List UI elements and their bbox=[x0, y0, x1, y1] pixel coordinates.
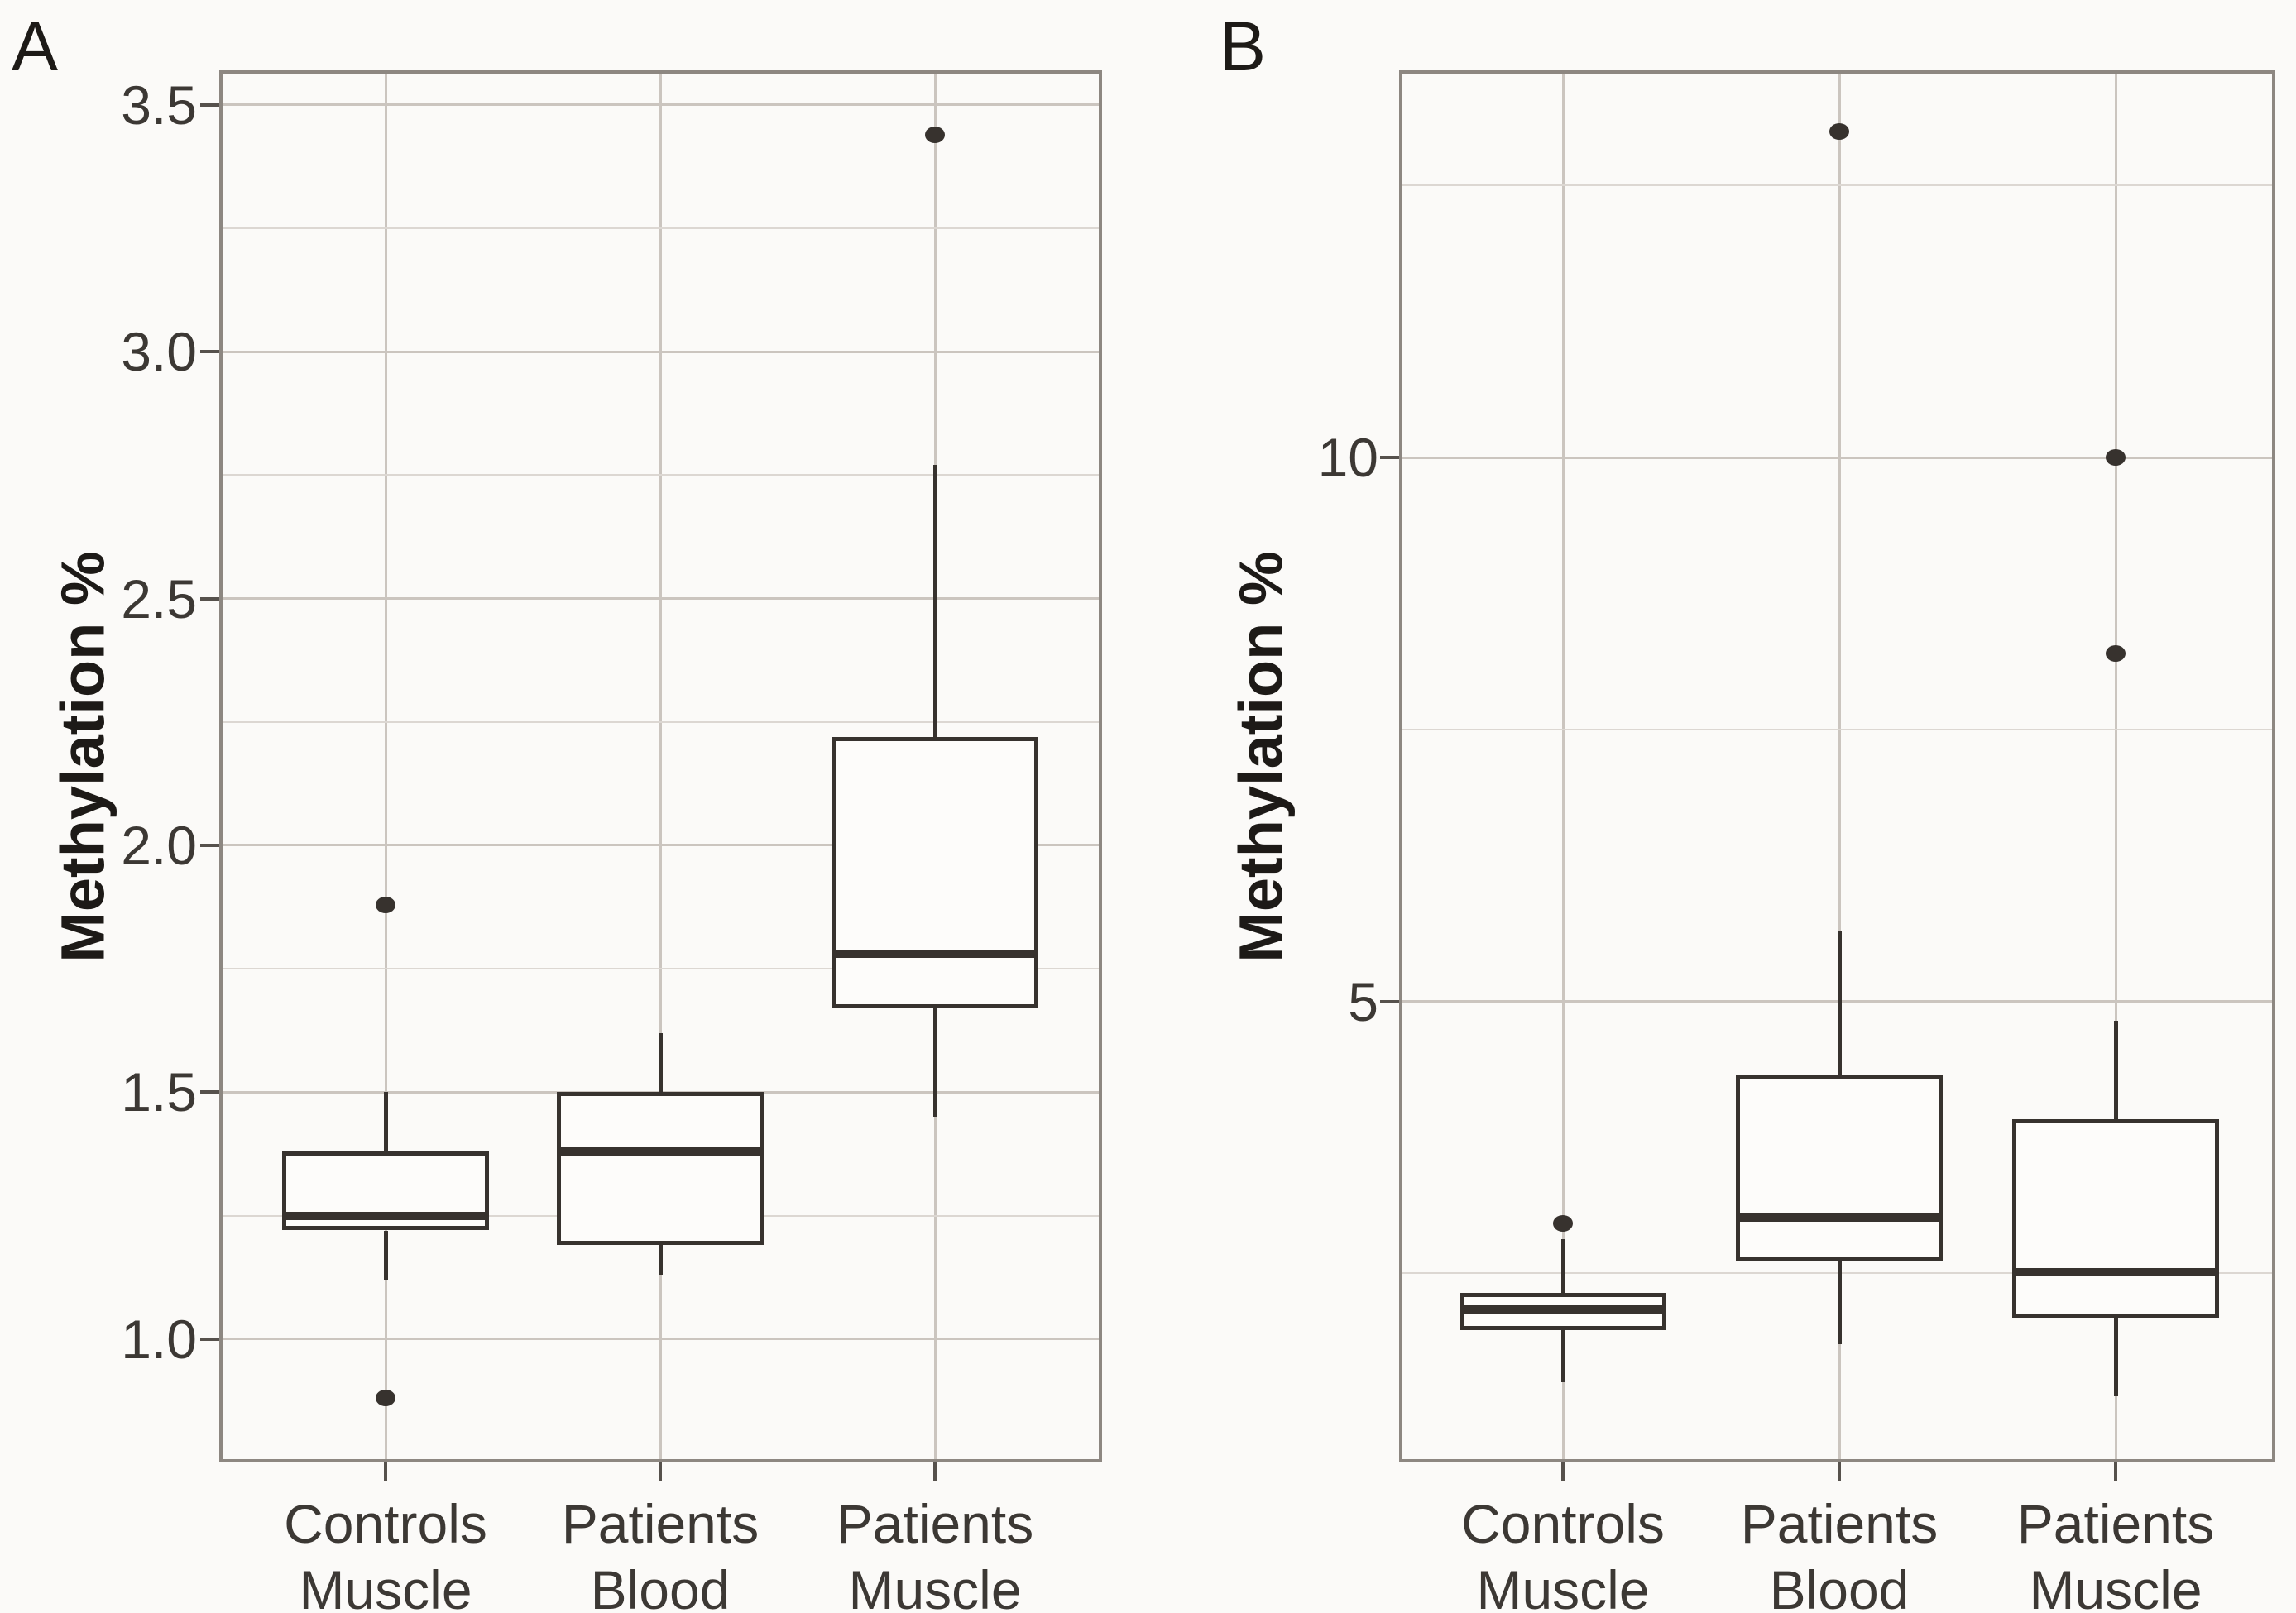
box-patients-blood bbox=[557, 1092, 764, 1246]
gridline-major-10 bbox=[1402, 456, 2272, 459]
outlier-point-controls-muscle-0 bbox=[376, 896, 395, 913]
upper-whisker-patients-muscle bbox=[932, 465, 937, 737]
gridline-major-3.0 bbox=[223, 350, 1099, 353]
lower-whisker-controls-muscle bbox=[1560, 1329, 1565, 1382]
median-line-patients-blood bbox=[557, 1147, 764, 1156]
y-tick-label-2.5: 2.5 bbox=[121, 567, 197, 629]
y-tick-label-10: 10 bbox=[1317, 427, 1378, 489]
gridline-vertical-controls-muscle bbox=[1561, 74, 1565, 1459]
x-category-label-patients-muscle: Patients Muscle bbox=[836, 1493, 1034, 1613]
y-tick-mark-3.0 bbox=[200, 350, 219, 354]
x-category-label-patients-blood: Patients Blood bbox=[561, 1493, 760, 1613]
x-tick-mark-controls-muscle bbox=[384, 1462, 387, 1481]
gridline-minor-2.25 bbox=[223, 720, 1099, 723]
gridline-vertical-patients-blood bbox=[1838, 74, 1841, 1459]
box-patients-blood bbox=[1736, 1074, 1943, 1261]
gridline-vertical-patients-blood bbox=[659, 74, 662, 1459]
box-patients-muscle bbox=[832, 736, 1038, 1008]
y-tick-label-1.0: 1.0 bbox=[121, 1308, 197, 1370]
gridline-minor-1.75 bbox=[223, 968, 1099, 970]
y-tick-label-3.0: 3.0 bbox=[121, 321, 197, 383]
x-tick-mark-patients-muscle bbox=[2114, 1462, 2117, 1481]
upper-whisker-patients-muscle bbox=[2113, 1021, 2118, 1119]
gridline-major-1.0 bbox=[223, 1338, 1099, 1341]
panel-b-y-axis-title: Methylation % bbox=[1226, 551, 1296, 963]
y-tick-label-2.0: 2.0 bbox=[121, 814, 197, 876]
outlier-point-patients-blood-0 bbox=[1829, 122, 1849, 140]
gridline-minor-3.25 bbox=[223, 227, 1099, 229]
gridline-minor-12.5 bbox=[1402, 184, 2272, 187]
lower-whisker-patients-blood bbox=[658, 1245, 663, 1276]
y-tick-mark-1.0 bbox=[200, 1337, 219, 1341]
y-tick-mark-2.5 bbox=[200, 596, 219, 601]
y-tick-label-5: 5 bbox=[1348, 970, 1378, 1032]
y-tick-label-3.5: 3.5 bbox=[121, 74, 197, 136]
median-line-patients-muscle bbox=[832, 950, 1038, 959]
lower-whisker-patients-muscle bbox=[932, 1008, 937, 1118]
outlier-point-patients-muscle-0 bbox=[2106, 449, 2126, 467]
outlier-point-controls-muscle-0 bbox=[1553, 1214, 1573, 1232]
gridline-major-2.5 bbox=[223, 597, 1099, 601]
gridline-major-3.5 bbox=[223, 103, 1099, 107]
lower-whisker-controls-muscle bbox=[383, 1230, 388, 1280]
y-tick-mark-1.5 bbox=[200, 1090, 219, 1094]
outlier-point-controls-muscle-1 bbox=[376, 1390, 395, 1407]
x-category-label-patients-blood: Patients Blood bbox=[1740, 1493, 1939, 1613]
outlier-point-patients-muscle-1 bbox=[2106, 644, 2126, 662]
lower-whisker-patients-muscle bbox=[2113, 1318, 2118, 1396]
gridline-vertical-controls-muscle bbox=[384, 74, 387, 1459]
y-tick-mark-2.0 bbox=[200, 843, 219, 847]
x-tick-mark-patients-muscle bbox=[933, 1462, 937, 1481]
lower-whisker-patients-blood bbox=[1837, 1261, 1842, 1344]
upper-whisker-controls-muscle bbox=[1560, 1239, 1565, 1293]
upper-whisker-patients-blood bbox=[1837, 931, 1842, 1075]
gridline-vertical-patients-muscle bbox=[2114, 74, 2117, 1459]
upper-whisker-controls-muscle bbox=[383, 1092, 388, 1151]
y-tick-mark-10 bbox=[1380, 456, 1399, 460]
panel-b-label: B bbox=[1220, 7, 1267, 85]
x-category-label-controls-muscle: Controls Muscle bbox=[1461, 1493, 1665, 1613]
y-tick-label-1.5: 1.5 bbox=[121, 1061, 197, 1123]
x-category-label-controls-muscle: Controls Muscle bbox=[284, 1493, 487, 1613]
gridline-major-2.0 bbox=[223, 844, 1099, 847]
box-patients-muscle bbox=[2012, 1118, 2219, 1319]
gridline-minor-7.5 bbox=[1402, 728, 2272, 730]
median-line-patients-blood bbox=[1736, 1213, 1943, 1223]
gridline-minor-2.75 bbox=[223, 474, 1099, 476]
upper-whisker-patients-blood bbox=[658, 1032, 663, 1093]
y-tick-mark-3.5 bbox=[200, 103, 219, 107]
panel-a-label: A bbox=[12, 7, 59, 85]
panel-b-plot-area bbox=[1399, 70, 2275, 1462]
x-tick-mark-patients-blood bbox=[659, 1462, 662, 1481]
x-tick-mark-controls-muscle bbox=[1561, 1462, 1565, 1481]
outlier-point-patients-muscle-0 bbox=[925, 126, 945, 143]
x-tick-mark-patients-blood bbox=[1838, 1462, 1841, 1481]
median-line-controls-muscle bbox=[282, 1211, 489, 1220]
panel-a-plot-area bbox=[219, 70, 1102, 1462]
x-category-label-patients-muscle: Patients Muscle bbox=[2016, 1493, 2215, 1613]
median-line-controls-muscle bbox=[1460, 1304, 1666, 1314]
y-tick-mark-5 bbox=[1380, 999, 1399, 1003]
median-line-patients-muscle bbox=[2012, 1267, 2219, 1276]
